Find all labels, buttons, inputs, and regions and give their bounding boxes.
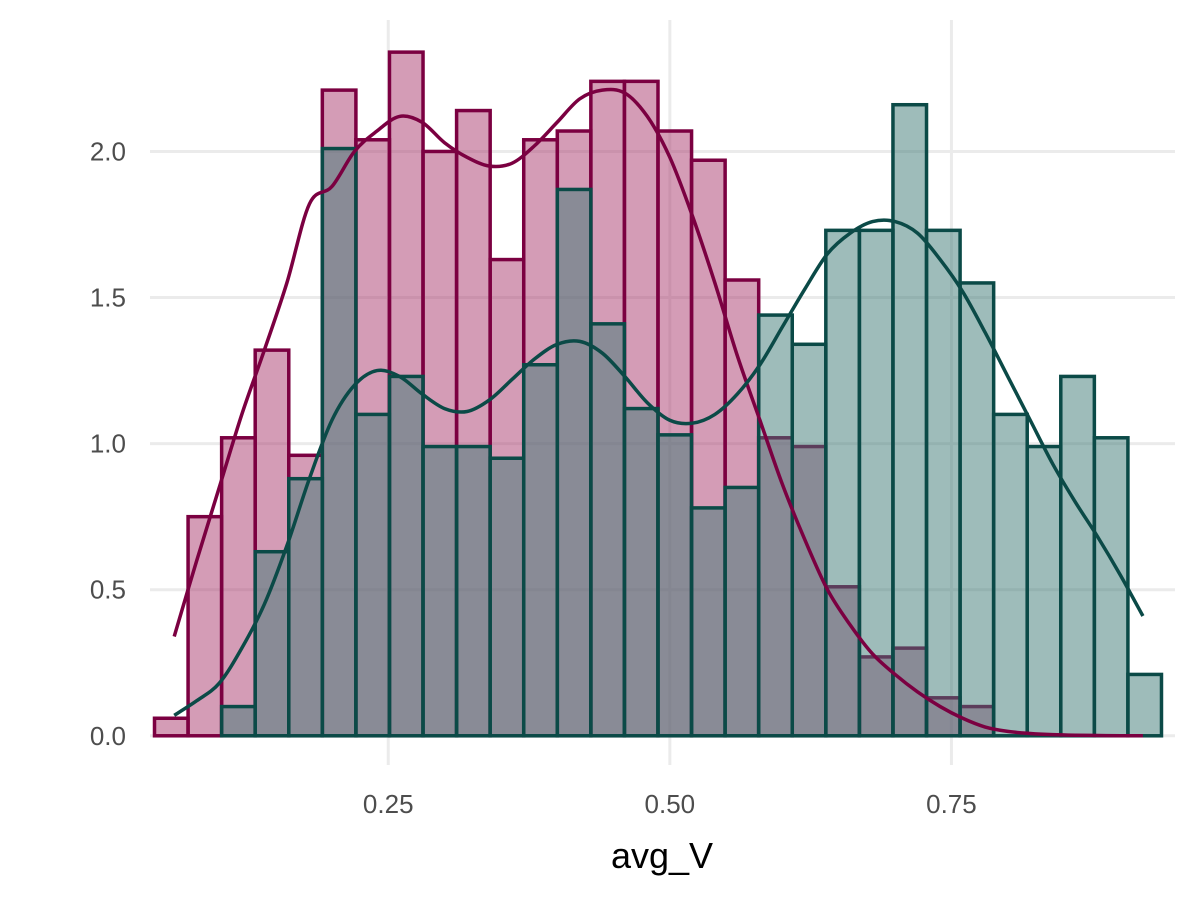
curves-layer (172, 87, 1145, 738)
bar-series2-bin-22 (891, 102, 929, 738)
y-tick-label-2: 1.0 (90, 429, 126, 459)
bar-series1-bin-1 (186, 514, 224, 738)
bar-series1-bin-2 (219, 436, 257, 738)
x-tick-label-0: 0.25 (363, 789, 414, 819)
bar-series2-bin-23 (924, 228, 962, 738)
x-axis-title: avg_V (611, 835, 713, 876)
bar-series2-bin-29 (1126, 672, 1164, 738)
bar-series2-bin-5 (320, 146, 358, 738)
bar-series2-bin-21 (857, 228, 895, 738)
y-tick-label-0: 0.0 (90, 721, 126, 751)
bar-series2-bin-20 (824, 228, 862, 738)
bar-series2-bin-15 (656, 433, 694, 738)
bar-series2-bin-2 (219, 704, 257, 738)
bar-series2-bin-16 (689, 506, 727, 738)
bar-series2-bin-28 (1092, 436, 1130, 738)
bar-series2-bin-3 (253, 549, 291, 738)
bar-series2-bin-26 (1025, 444, 1063, 738)
bar-series2-bin-4 (287, 476, 325, 738)
bar-series2-bin-25 (991, 412, 1029, 738)
x-tick-label-2: 0.75 (926, 789, 977, 819)
y-tick-label-4: 2.0 (90, 136, 126, 166)
bar-series2-bin-11 (521, 362, 560, 738)
bar-series2-bin-18 (756, 313, 795, 738)
bar-series2-bin-27 (1059, 374, 1097, 738)
bars-layer (152, 50, 1164, 738)
x-tick-label-1: 0.50 (645, 789, 696, 819)
bar-series2-bin-17 (723, 485, 761, 738)
y-tick-label-1: 0.5 (90, 575, 126, 605)
bar-series2-bin-14 (622, 406, 660, 738)
y-tick-label-3: 1.5 (90, 283, 126, 313)
bar-series2-bin-12 (555, 187, 593, 738)
density-curve-series1 (172, 87, 1143, 738)
bar-series2-bin-24 (958, 281, 996, 738)
ticks-layer: 0.0 0.5 1.0 1.5 2.0 0.25 0.50 0.75 (90, 136, 977, 819)
bar-series2-bin-8 (421, 444, 459, 738)
bar-series2-bin-13 (589, 322, 627, 738)
density-curve-series2 (173, 218, 1145, 717)
bar-series1-bin-0 (152, 716, 190, 738)
bar-series2-bin-9 (454, 444, 492, 738)
bar-series2-bin-10 (488, 456, 526, 738)
bar-series2-bin-19 (790, 342, 828, 738)
bar-series2-bin-6 (354, 412, 392, 738)
bar-series2-bin-7 (387, 374, 425, 738)
